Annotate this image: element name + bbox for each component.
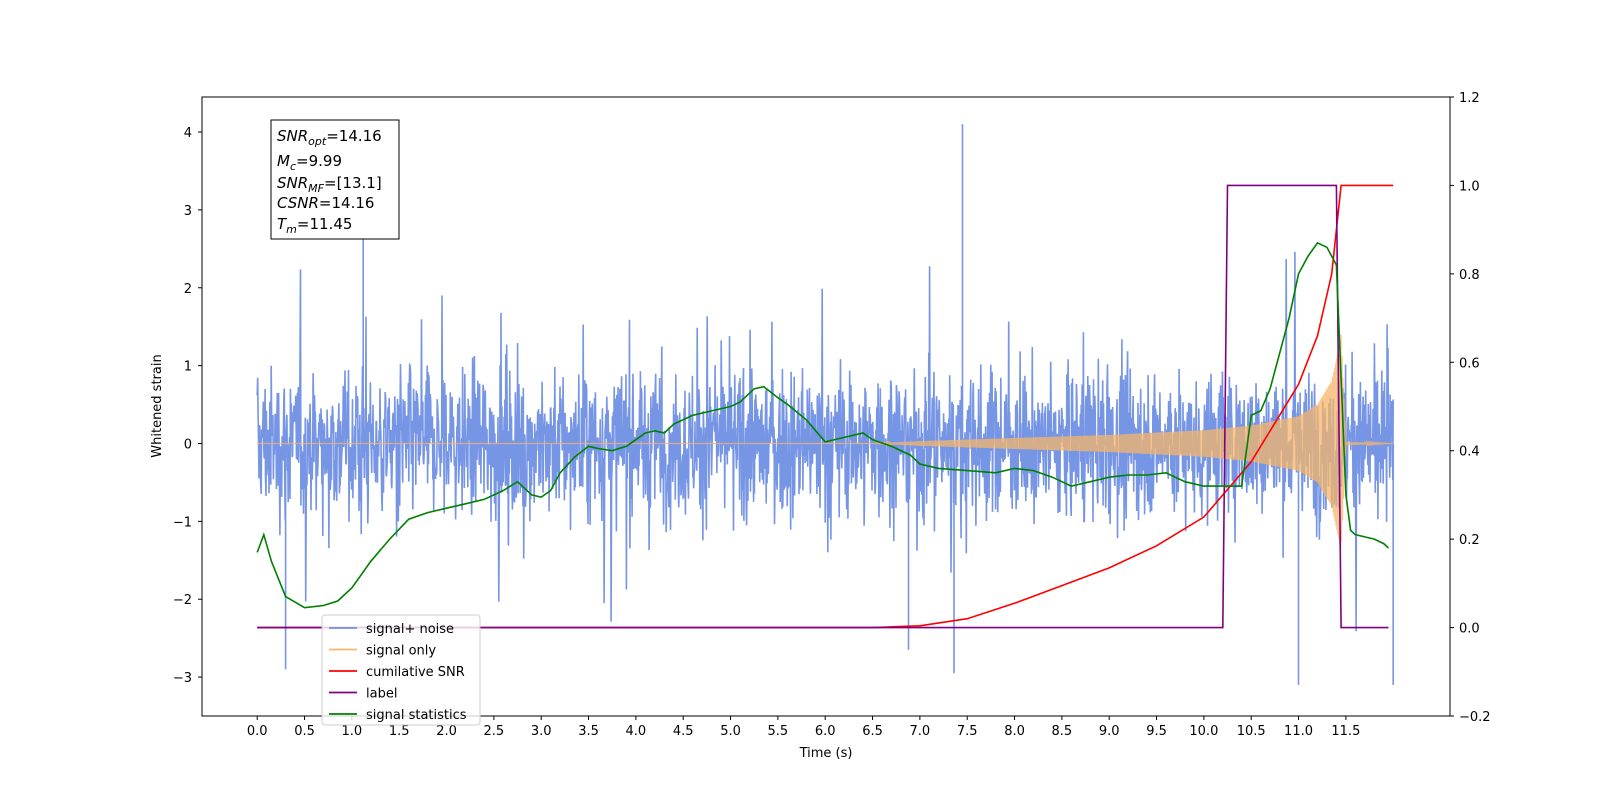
- x-tick-label: 4.5: [673, 724, 694, 739]
- x-tick-label: 0.0: [247, 724, 268, 739]
- legend: signal+ noise signal only cumilative SNR la…: [321, 614, 481, 726]
- y2-tick-label: 1.2: [1459, 91, 1480, 106]
- y2-tick-label: 0.6: [1459, 356, 1480, 371]
- legend-frame: [321, 614, 481, 726]
- stat-tm: Tm=11.45: [277, 215, 352, 236]
- y-tick-label: −2: [173, 593, 192, 608]
- x-axis-ticks: 0.0 0.5 1.0 1.5 2.0 2.5 3.0 3.5 4.0 4.5 5.0 5.5 6.0 6…: [247, 716, 1360, 739]
- x-tick-label: 1.5: [389, 724, 410, 739]
- y2-tick-label: 1.0: [1459, 179, 1480, 194]
- y-tick-label: 4: [184, 126, 192, 141]
- x-tick-label: 11.5: [1331, 724, 1360, 739]
- y2-tick-label: 0.2: [1459, 533, 1480, 548]
- x-tick-label: 3.0: [531, 724, 552, 739]
- y2-tick-label: −0.2: [1459, 710, 1491, 725]
- stat-mc: Mc=9.99: [277, 152, 342, 173]
- x-axis-label: Time (s): [799, 746, 853, 761]
- legend-label: cumilative SNR: [366, 665, 465, 680]
- y2-tick-label: 0.0: [1459, 622, 1480, 637]
- stat-snr-opt: SNRopt=14.16: [277, 127, 382, 148]
- stats-box-frame: [270, 119, 400, 240]
- y-axis-ticks: −3 −2 −1 0 1 2 3 4: [173, 126, 202, 686]
- series-signal-only: [257, 334, 1394, 550]
- x-tick-label: 10.5: [1237, 724, 1266, 739]
- x-tick-label: 5.5: [768, 724, 789, 739]
- legend-label: signal statistics: [366, 708, 467, 723]
- legend-label: label: [366, 687, 397, 702]
- x-tick-label: 10.0: [1189, 724, 1218, 739]
- x-tick-label: 2.0: [436, 724, 457, 739]
- y2-axis-ticks: −0.2 0.0 0.2 0.4 0.6 0.8 1.0 1.2: [1450, 91, 1491, 725]
- legend-label: signal only: [366, 644, 436, 659]
- x-tick-label: 11.0: [1284, 724, 1313, 739]
- legend-label: signal+ noise: [366, 622, 454, 637]
- y-tick-label: −3: [173, 671, 192, 686]
- series-signal-statistics: [256, 241, 1390, 609]
- y2-tick-label: 0.8: [1459, 268, 1480, 283]
- x-tick-label: 5.0: [720, 724, 741, 739]
- x-tick-label: 7.5: [957, 724, 978, 739]
- y-tick-label: 2: [184, 282, 192, 297]
- stats-box: SNRopt=14.16 Mc=9.99 SNRMF=[13.1] CSNR=1…: [270, 119, 400, 240]
- x-tick-label: 9.0: [1099, 724, 1120, 739]
- y-tick-label: 0: [184, 437, 192, 452]
- y-tick-label: −1: [173, 515, 192, 530]
- y-tick-label: 3: [184, 204, 192, 219]
- stat-csnr: CSNR=14.16: [277, 194, 374, 212]
- y-axis-label: Whitened strain: [150, 354, 165, 457]
- series-cumilative-snr: [257, 184, 1394, 629]
- series-layer: [256, 124, 1394, 685]
- x-tick-label: 2.5: [484, 724, 505, 739]
- x-tick-label: 4.0: [626, 724, 647, 739]
- plot-frame: [201, 96, 1451, 717]
- series-label: [257, 184, 1389, 629]
- x-tick-label: 0.5: [294, 724, 315, 739]
- series-signal-noise: [256, 124, 1394, 685]
- y-tick-label: 1: [184, 360, 192, 375]
- x-tick-label: 9.5: [1146, 724, 1167, 739]
- x-tick-label: 6.0: [815, 724, 836, 739]
- x-tick-label: 8.0: [1004, 724, 1025, 739]
- x-tick-label: 7.0: [910, 724, 931, 739]
- x-tick-label: 8.5: [1052, 724, 1073, 739]
- x-tick-label: 1.0: [342, 724, 363, 739]
- stat-snr-mf: SNRMF=[13.1]: [277, 174, 382, 195]
- y2-tick-label: 0.4: [1459, 445, 1480, 460]
- x-tick-label: 6.5: [862, 724, 883, 739]
- x-tick-label: 3.5: [578, 724, 599, 739]
